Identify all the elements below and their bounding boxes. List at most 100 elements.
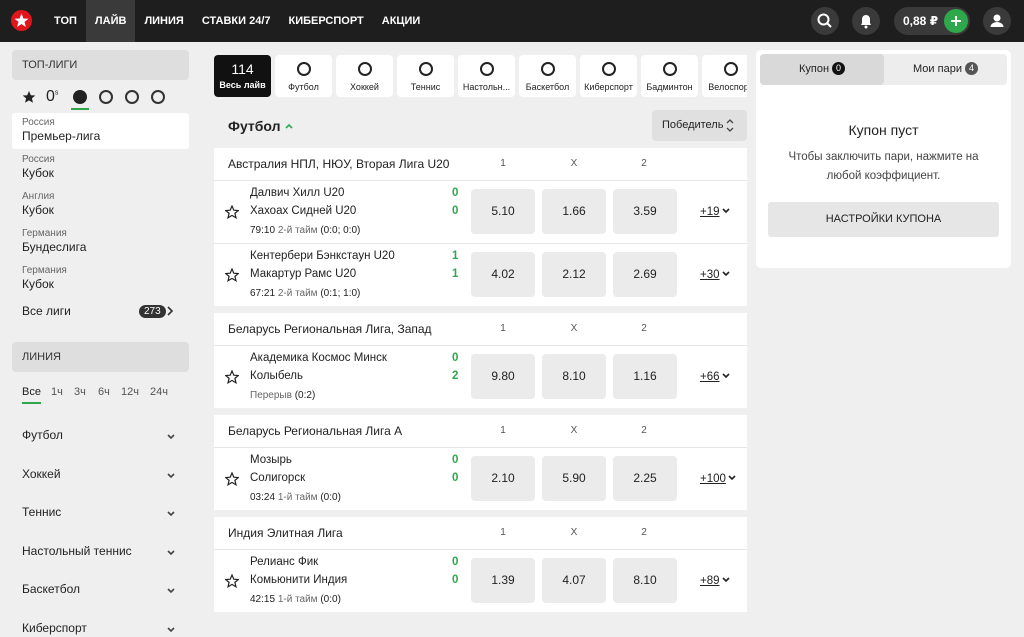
more-markets[interactable]: +89 xyxy=(700,574,731,587)
period-filter[interactable]: 12ч xyxy=(121,386,139,398)
instant-filter[interactable]: 0s xyxy=(46,88,58,106)
sport-tab[interactable]: Бадминтон xyxy=(641,55,698,97)
search-button[interactable] xyxy=(811,7,839,35)
my-bets-tab[interactable]: Мои пари 4 xyxy=(884,54,1007,85)
league-item[interactable]: Россия Кубок xyxy=(12,150,189,186)
odds-button[interactable]: 8.10 xyxy=(613,558,677,603)
coupon-tab-count: 0 xyxy=(832,62,846,75)
deposit-button[interactable] xyxy=(944,9,968,33)
league-item[interactable]: Германия Бундеслига xyxy=(12,224,189,260)
balance-amount: 0,88 ₽ xyxy=(903,14,939,28)
sport-tab[interactable]: Теннис xyxy=(397,55,454,97)
all-leagues-count: 273 xyxy=(139,305,166,318)
team-away[interactable]: Солигорск xyxy=(250,472,306,484)
favorites-filter[interactable] xyxy=(22,90,36,109)
odds-button[interactable]: 4.02 xyxy=(471,252,535,297)
team-home[interactable]: Академика Космос Минск xyxy=(250,352,387,364)
odds-button[interactable]: 3.59 xyxy=(613,189,677,234)
sport-tab[interactable]: Хоккей xyxy=(336,55,393,97)
nav-item[interactable]: КИБЕРСПОРТ xyxy=(288,15,364,27)
sport-item[interactable]: Настольный теннис xyxy=(22,544,182,560)
odds-button[interactable]: 1.39 xyxy=(471,558,535,603)
coupon-tabs: Купон 0 Мои пари 4 xyxy=(760,54,1007,85)
team-away[interactable]: Комьюнити Индия xyxy=(250,574,348,586)
team-away[interactable]: Хахоах Сидней U20 xyxy=(250,205,357,217)
market-selector[interactable]: Победитель xyxy=(652,110,747,141)
coupon-settings-button[interactable]: НАСТРОЙКИ КУПОНА xyxy=(768,202,999,237)
odds-button[interactable]: 8.10 xyxy=(542,354,606,399)
balance[interactable]: 0,88 ₽ xyxy=(894,7,970,35)
live-label: Весь лайв xyxy=(219,80,266,90)
notifications-button[interactable] xyxy=(852,7,880,35)
coupon-tab[interactable]: Купон 0 xyxy=(760,54,884,85)
odds-button[interactable]: 2.69 xyxy=(613,252,677,297)
league-block: Беларусь Региональная Лига, Запад 1 X 2 Акад… xyxy=(214,313,747,408)
team-home[interactable]: Далвич Хилл U20 xyxy=(250,187,345,199)
more-markets[interactable]: +100 xyxy=(700,472,737,485)
all-leagues[interactable]: Все лиги 273 xyxy=(22,304,182,322)
odds-button[interactable]: 1.66 xyxy=(542,189,606,234)
sport-tab[interactable]: Настольн... xyxy=(458,55,515,97)
section-title[interactable]: Футбол xyxy=(228,118,294,134)
sport-tab[interactable]: Футбол xyxy=(275,55,332,97)
sport-item[interactable]: Киберспорт xyxy=(22,621,182,637)
league-item[interactable]: Россия Премьер-лига xyxy=(12,113,189,149)
more-markets[interactable]: +66 xyxy=(700,370,731,383)
team-home[interactable]: Кентербери Бэнкстаун U20 xyxy=(250,250,395,262)
sport-item[interactable]: Футбол xyxy=(22,428,182,444)
league-item[interactable]: Англия Кубок xyxy=(12,187,189,223)
period-filter[interactable]: Все xyxy=(22,386,41,404)
hockey-filter[interactable] xyxy=(99,90,113,104)
nav-item[interactable]: СТАВКИ 24/7 xyxy=(201,15,271,27)
odds-button[interactable]: 2.10 xyxy=(471,456,535,501)
more-markets[interactable]: +30 xyxy=(700,268,731,281)
all-live-tab[interactable]: 114 Весь лайв xyxy=(214,55,271,97)
team-away[interactable]: Колыбель xyxy=(250,370,303,382)
profile-button[interactable] xyxy=(983,7,1011,35)
nav-item[interactable]: АКЦИИ xyxy=(381,15,421,27)
team-away[interactable]: Макартур Рамс U20 xyxy=(250,268,357,280)
more-markets[interactable]: +19 xyxy=(700,205,731,218)
odds-column-header: 2 xyxy=(641,323,647,334)
league-header: Индия Элитная Лига 1 X 2 xyxy=(214,517,747,549)
sport-name: Баскетбол xyxy=(22,582,80,596)
period-filter[interactable]: 3ч xyxy=(74,386,86,398)
logo[interactable] xyxy=(11,10,32,31)
nav-item[interactable]: ЛИНИЯ xyxy=(144,15,184,27)
league-name: Беларусь Региональная Лига, Запад xyxy=(228,322,432,336)
period-filter[interactable]: 24ч xyxy=(150,386,168,398)
nav-item[interactable]: ТОП xyxy=(54,15,77,27)
football-filter[interactable] xyxy=(73,90,87,104)
odds-button[interactable]: 5.10 xyxy=(471,189,535,234)
match-row: Академика Космос Минск Колыбель 0 2 Перерыв … xyxy=(214,346,747,408)
odds-button[interactable]: 4.07 xyxy=(542,558,606,603)
period-filter[interactable]: 6ч xyxy=(98,386,110,398)
sport-item[interactable]: Хоккей xyxy=(22,467,182,483)
sport-tab[interactable]: Киберспорт xyxy=(580,55,637,97)
favorite-star[interactable] xyxy=(224,204,240,224)
favorite-star[interactable] xyxy=(224,267,240,287)
period-filter[interactable]: 1ч xyxy=(51,386,63,398)
league-item[interactable]: Германия Кубок xyxy=(12,261,189,297)
sport-item[interactable]: Теннис xyxy=(22,505,182,521)
sport-item[interactable]: Баскетбол xyxy=(22,582,182,598)
favorite-star[interactable] xyxy=(224,471,240,491)
match-row: Мозырь Солигорск 0 0 03:24 1-й тайм (0:0) 2.1… xyxy=(214,448,747,510)
sport-tab[interactable]: Баскетбол xyxy=(519,55,576,97)
odds-button[interactable]: 2.12 xyxy=(542,252,606,297)
sport-tab[interactable]: Велоспорт xyxy=(702,55,747,97)
my-bets-label: Мои пари xyxy=(913,63,962,75)
odds-button[interactable]: 1.16 xyxy=(613,354,677,399)
sport-chevron xyxy=(166,430,176,444)
odds-button[interactable]: 2.25 xyxy=(613,456,677,501)
odds-button[interactable]: 5.90 xyxy=(542,456,606,501)
nav-item[interactable]: ЛАЙВ xyxy=(85,0,136,42)
odds-button[interactable]: 9.80 xyxy=(471,354,535,399)
favorite-star[interactable] xyxy=(224,573,240,593)
tennis-filter[interactable] xyxy=(125,90,139,104)
team-home[interactable]: Мозырь xyxy=(250,454,292,466)
team-home[interactable]: Релианс Фик xyxy=(250,556,319,568)
basketball-filter[interactable] xyxy=(151,90,165,104)
favorite-star[interactable] xyxy=(224,369,240,389)
